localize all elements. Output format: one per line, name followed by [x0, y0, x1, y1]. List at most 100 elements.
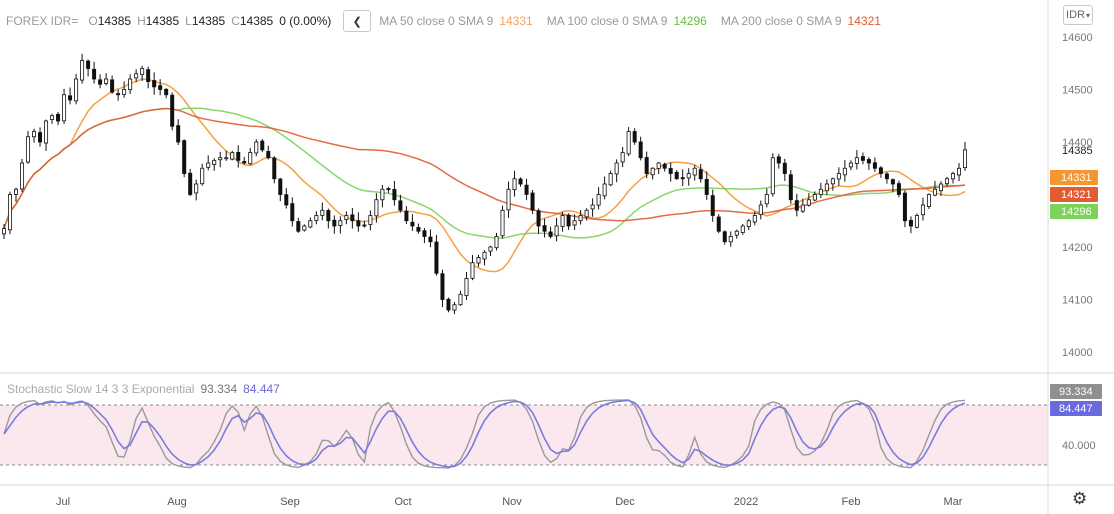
candle-down [326, 210, 331, 222]
candle-down [878, 167, 883, 174]
price-tag-label: 14331 [1061, 172, 1092, 184]
candle-down [56, 113, 61, 122]
candle-up [14, 188, 19, 195]
candle-down [680, 177, 685, 180]
stochastic-k-tag-label: 93.334 [1059, 386, 1093, 398]
candle-down [110, 79, 115, 93]
candle-down [524, 184, 529, 195]
candle-up [818, 188, 823, 196]
currency-label: IDR [1066, 9, 1085, 21]
candle-up [26, 136, 31, 163]
candle-up [512, 178, 517, 191]
candle-up [770, 157, 775, 195]
candle-down [38, 132, 43, 143]
price-tag-label: 14296 [1061, 206, 1092, 218]
price-axis-tick: 14600 [1062, 32, 1093, 44]
candle-up [104, 78, 109, 84]
candle-up [254, 141, 259, 154]
low-label: L [185, 14, 192, 28]
stochastic-d-line [3, 399, 966, 468]
candle-up [494, 236, 499, 249]
candle-up [500, 209, 505, 237]
candle-up [692, 167, 697, 176]
candle-up [734, 230, 739, 236]
stochastic-k-tag [1050, 384, 1102, 399]
candle-down [92, 68, 97, 80]
candle-up [128, 78, 133, 91]
candle-up [963, 149, 968, 169]
candle-up [614, 162, 619, 175]
candle-up [230, 152, 235, 160]
candle-up [578, 215, 583, 222]
candle-down [152, 80, 157, 88]
candle-down [638, 141, 643, 159]
candle-up [62, 94, 67, 122]
candle-up [920, 204, 925, 216]
stochastic-d-tag [1050, 401, 1102, 416]
price-axis-tick: 14000 [1062, 347, 1093, 359]
price-axis-tick: 14500 [1062, 85, 1093, 97]
candle-up [752, 215, 757, 223]
candle-down [644, 157, 649, 174]
candle-up [338, 220, 343, 226]
candle-down [350, 214, 355, 222]
candle-down [896, 183, 901, 195]
candle-down [548, 231, 553, 237]
candle-up [764, 194, 769, 205]
candle-up [842, 167, 847, 176]
candle-down [266, 151, 271, 159]
candle-down [188, 172, 193, 195]
candle-down [776, 156, 781, 164]
candle-down [422, 230, 427, 237]
candle-up [584, 209, 589, 218]
time-axis-tick: Sep [280, 496, 300, 508]
change-value: 0 (0.00%) [279, 14, 332, 28]
time-axis-tick: Nov [502, 496, 522, 508]
candle-up [368, 215, 373, 225]
candle-up [944, 178, 949, 185]
candle-down [884, 173, 889, 180]
collapse-legend-button[interactable]: ❮ [343, 10, 372, 32]
candle-up [590, 204, 595, 210]
candle-up [134, 73, 139, 79]
candle-up [302, 225, 307, 231]
ma200-value: 14321 [847, 14, 881, 28]
candle-down [518, 178, 523, 185]
ma50-line [3, 78, 966, 273]
time-axis-tick: 2022 [734, 496, 758, 508]
candle-up [950, 173, 955, 180]
stochastic-label: Stochastic Slow 14 3 3 Exponential [7, 382, 195, 396]
last-price-label: 14385 [1062, 145, 1093, 157]
close-value: 14385 [239, 14, 274, 28]
candle-up [686, 173, 691, 179]
candle-up [956, 167, 961, 176]
candle-down [146, 69, 151, 83]
candle-down [272, 157, 277, 180]
candle-up [248, 152, 253, 165]
candle-down [356, 220, 361, 227]
candle-down [872, 162, 877, 169]
candle-down [788, 174, 793, 201]
candle-up [728, 236, 733, 243]
price-axis-tick: 14400 [1062, 137, 1093, 149]
price-tag [1050, 187, 1098, 202]
candle-up [200, 167, 205, 185]
candle-up [470, 262, 475, 279]
candle-up [74, 78, 79, 102]
stochastic-k-line [3, 399, 966, 469]
candle-up [308, 220, 313, 228]
candle-down [404, 210, 409, 222]
candle-down [860, 156, 865, 161]
candle-down [242, 161, 247, 164]
candle-down [410, 221, 415, 227]
gear-icon[interactable]: ⚙ [1072, 489, 1088, 508]
candle-down [158, 85, 163, 90]
chevron-down-icon: ▾ [1085, 10, 1090, 20]
candle-up [848, 162, 853, 168]
currency-button[interactable]: IDR ▾ [1063, 5, 1093, 25]
candle-down [86, 60, 91, 69]
candle-up [506, 188, 511, 211]
candle-up [602, 183, 607, 197]
candle-up [608, 173, 613, 186]
